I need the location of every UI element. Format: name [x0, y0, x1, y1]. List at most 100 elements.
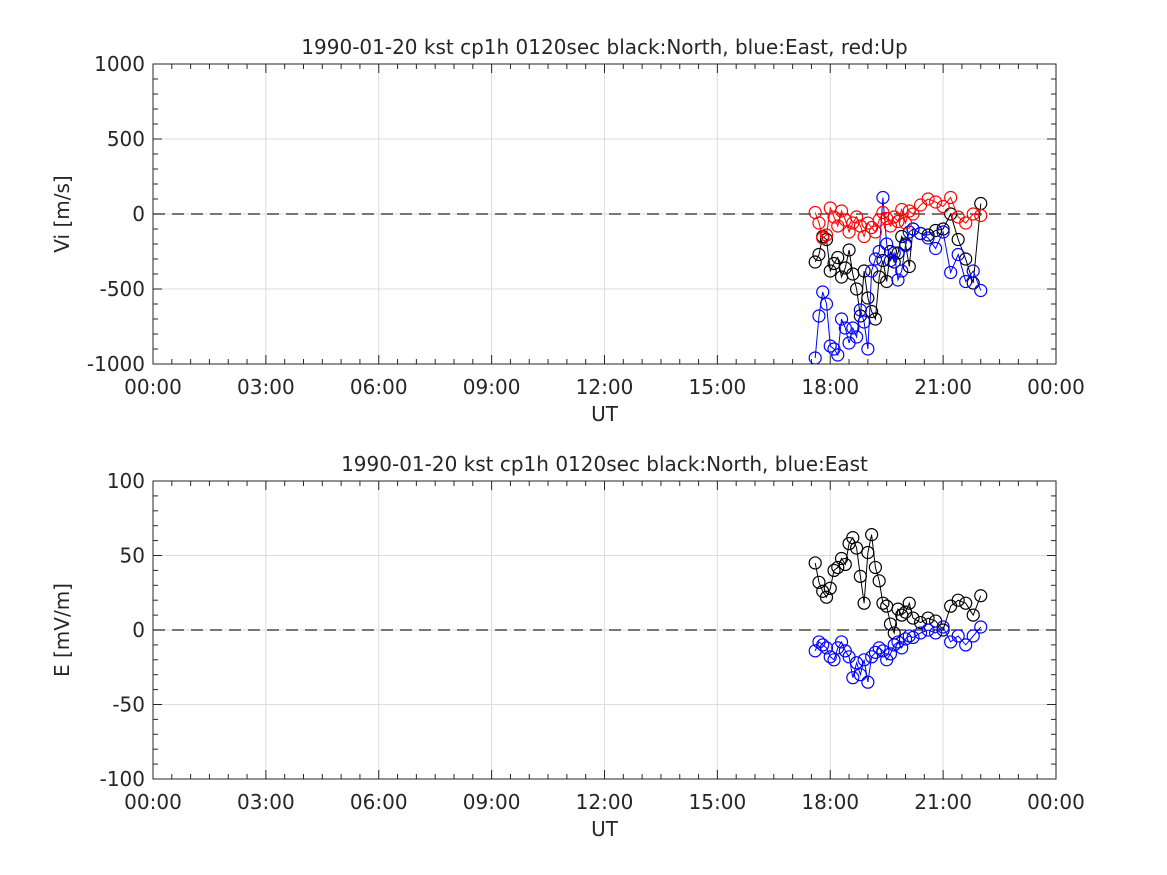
data-point	[834, 635, 849, 649]
data-point	[974, 283, 988, 298]
data-point	[891, 214, 905, 229]
data-point	[883, 617, 898, 631]
data-point	[966, 629, 980, 643]
data-point	[823, 264, 837, 278]
data-point	[834, 204, 849, 218]
data-point	[876, 596, 890, 610]
data-point	[921, 623, 935, 637]
velocity-panel: 00:00 03:00 06:00 09:00 12:00 15:00 18:00 21:00…	[50, 35, 1085, 426]
x-axis-label: UT	[591, 817, 619, 841]
data-point	[913, 226, 928, 241]
data-point	[951, 629, 965, 643]
data-point	[849, 210, 864, 224]
axis-ticks	[152, 63, 1057, 365]
x-tick-label: 09:00	[463, 790, 521, 814]
data-point	[876, 644, 890, 658]
data-point	[966, 264, 980, 278]
axes-frame	[152, 480, 1057, 780]
data-point	[816, 231, 830, 245]
data-point	[891, 273, 905, 287]
data-point	[902, 259, 916, 274]
data-point	[921, 192, 935, 206]
data-point	[838, 557, 852, 572]
data-point	[959, 274, 973, 289]
y-tick-label: 0	[132, 618, 145, 642]
data-point	[865, 528, 879, 542]
data-point	[868, 560, 883, 575]
data-point	[906, 611, 920, 625]
series-group	[808, 528, 988, 689]
data-point	[883, 253, 898, 268]
data-point	[872, 244, 886, 259]
data-point	[865, 650, 879, 664]
data-point	[823, 339, 837, 353]
data-point	[936, 623, 950, 637]
data-point	[883, 219, 898, 233]
data-point	[819, 228, 834, 242]
data-point	[883, 647, 898, 661]
data-point	[831, 250, 845, 265]
data-point	[808, 255, 822, 269]
data-point	[928, 241, 943, 256]
data-point	[951, 232, 965, 247]
data-point	[868, 645, 883, 659]
x-tick-label: 00:00	[124, 790, 182, 814]
data-point	[857, 264, 871, 278]
data-point	[831, 560, 845, 575]
data-point	[865, 220, 879, 235]
x-tick-label: 00:00	[1027, 375, 1085, 399]
data-point	[849, 656, 864, 670]
data-point	[819, 297, 834, 311]
data-point	[974, 589, 988, 603]
data-point	[861, 675, 875, 689]
y-tick-label: -100	[100, 767, 145, 791]
data-point	[861, 342, 875, 356]
data-point	[876, 190, 890, 205]
data-point	[872, 641, 886, 655]
data-point	[887, 210, 901, 224]
data-point	[812, 575, 826, 589]
data-point	[853, 668, 867, 682]
data-point	[868, 252, 883, 266]
x-tick-label: 06:00	[350, 790, 408, 814]
data-point	[872, 574, 886, 588]
data-point	[887, 638, 901, 652]
data-point	[868, 225, 883, 239]
chart-title: 1990-01-20 kst cp1h 0120sec black:North,…	[301, 35, 907, 59]
x-tick-label: 00:00	[1027, 790, 1085, 814]
x-tick-label: 03:00	[237, 375, 295, 399]
x-tick-label: 18:00	[801, 790, 859, 814]
data-point	[819, 641, 834, 655]
data-point	[936, 225, 950, 239]
x-tick-label: 06:00	[350, 375, 408, 399]
data-point	[928, 195, 943, 209]
data-point	[849, 541, 864, 555]
data-point	[966, 207, 980, 221]
data-point	[831, 348, 845, 362]
data-point	[880, 237, 894, 251]
data-point	[887, 246, 901, 260]
series-group	[808, 190, 988, 364]
y-tick-label: 0	[132, 202, 145, 226]
data-point	[842, 225, 856, 239]
data-point	[974, 208, 988, 223]
data-point	[865, 264, 879, 278]
data-point	[819, 590, 834, 604]
data-point	[812, 309, 826, 323]
data-point	[936, 199, 950, 214]
chart-title: 1990-01-20 kst cp1h 0120sec black:North,…	[341, 452, 868, 476]
data-point	[951, 247, 965, 262]
data-point	[816, 638, 830, 652]
data-point	[861, 291, 875, 305]
data-point	[853, 569, 867, 583]
y-tick-label: 100	[107, 469, 145, 493]
data-point	[846, 671, 860, 685]
data-point	[959, 596, 973, 610]
data-point	[895, 641, 909, 655]
data-point	[902, 204, 916, 218]
series-north	[808, 528, 988, 640]
x-tick-label: 03:00	[237, 790, 295, 814]
data-point	[842, 243, 856, 257]
y-tick-label: -50	[112, 693, 145, 717]
